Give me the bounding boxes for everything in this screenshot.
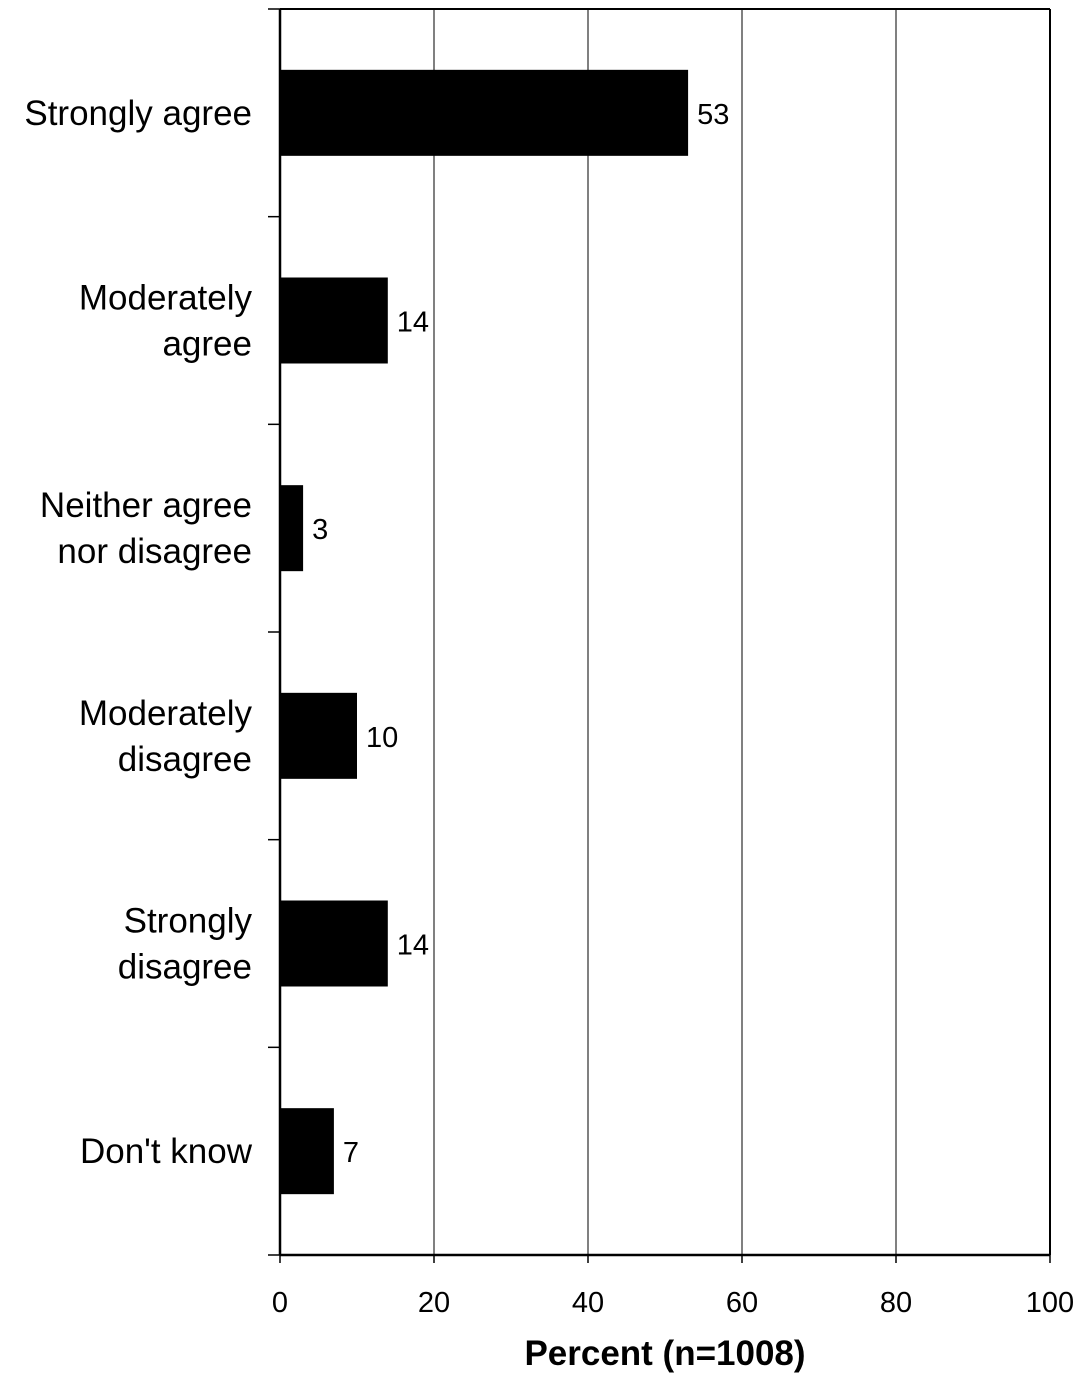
x-tick-label: 60 <box>726 1287 758 1319</box>
category-label: Strongly agree <box>24 94 252 133</box>
data-label: 10 <box>366 722 398 754</box>
bar <box>280 277 388 364</box>
x-tick-label: 0 <box>272 1287 288 1319</box>
bar <box>280 485 304 572</box>
bars <box>280 69 689 1195</box>
axes <box>268 8 1051 1263</box>
bar <box>280 900 388 987</box>
labels: 0 20 40 60 80 100 53 Strongly agree 14 Moderately… <box>24 94 1074 1319</box>
category-label-line: nor disagree <box>57 532 252 571</box>
category-label-line: disagree <box>118 948 252 987</box>
x-tick-label: 100 <box>1026 1287 1074 1319</box>
category-label-line: Don't know <box>80 1132 253 1171</box>
category-label: Moderately disagree <box>79 694 253 779</box>
category-label-line: Neither agree <box>40 486 252 525</box>
data-label: 14 <box>397 930 429 962</box>
data-label: 14 <box>397 307 429 339</box>
category-label-line: Strongly <box>124 902 253 941</box>
category-label-line: Strongly agree <box>24 94 252 133</box>
category-label-line: Moderately <box>79 279 253 318</box>
category-label-line: agree <box>162 325 252 364</box>
category-label-line: disagree <box>118 740 252 779</box>
data-label: 3 <box>312 514 328 546</box>
category-label: Neither agree nor disagree <box>40 486 252 571</box>
x-tick-label: 40 <box>572 1287 604 1319</box>
data-label: 7 <box>343 1137 359 1169</box>
category-label: Strongly disagree <box>118 902 253 987</box>
gridlines <box>433 9 897 1255</box>
x-axis-title: Percent (n=1008) <box>524 1334 805 1373</box>
category-label-line: Moderately <box>79 694 253 733</box>
x-tick-label: 20 <box>418 1287 450 1319</box>
bar <box>280 69 689 156</box>
category-label: Don't know <box>80 1132 253 1171</box>
bar <box>280 692 357 779</box>
x-tick-label: 80 <box>880 1287 912 1319</box>
data-label: 53 <box>697 99 729 131</box>
category-label: Moderately agree <box>79 279 253 364</box>
bar <box>280 1108 334 1195</box>
